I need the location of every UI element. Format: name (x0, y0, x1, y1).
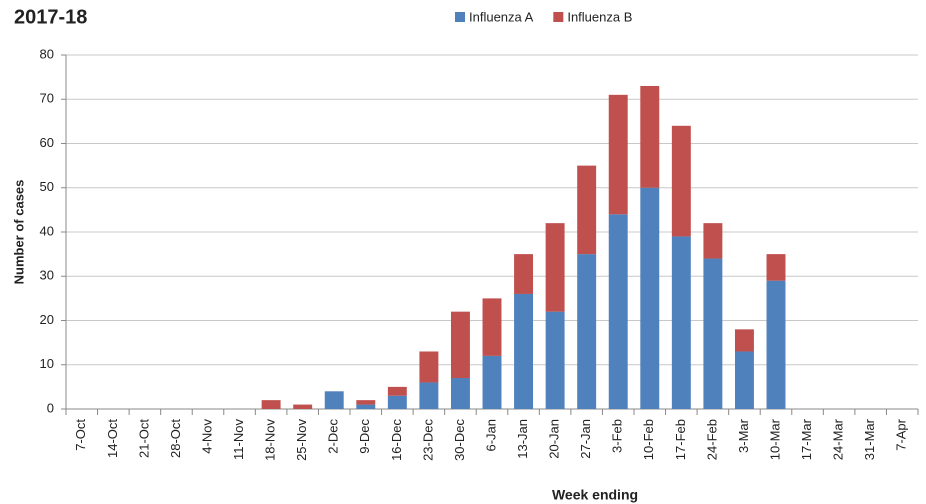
x-tick-label: 16-Dec (389, 419, 404, 461)
bar-segment (514, 254, 534, 294)
bar-segment (671, 236, 691, 409)
bar-segment (766, 280, 786, 409)
y-axis-label: Number of cases (11, 180, 26, 285)
x-tick-label: 20-Jan (547, 419, 562, 459)
y-tick-label: 0 (47, 400, 54, 415)
bar-segment (608, 94, 628, 215)
bar-segment (450, 311, 470, 379)
x-tick-label: 6-Jan (483, 419, 498, 452)
x-tick-label: 27-Jan (578, 419, 593, 459)
bar-segment (261, 400, 281, 409)
x-tick-label: 17-Mar (799, 418, 814, 460)
bar-segment (703, 258, 723, 409)
bar-segment (734, 329, 754, 352)
x-tick-label: 31-Mar (862, 418, 877, 460)
x-tick-label: 7-Oct (73, 419, 88, 451)
y-tick-label: 40 (40, 223, 54, 238)
x-tick-label: 23-Dec (420, 419, 435, 461)
bar-segment (671, 125, 691, 237)
bar-segment (545, 223, 565, 312)
bar-segment (356, 404, 376, 409)
bar-segment (419, 351, 439, 383)
x-tick-label: 28-Oct (168, 419, 183, 458)
x-tick-label: 30-Dec (452, 419, 467, 461)
x-tick-label: 10-Feb (641, 419, 656, 460)
bar-segment (293, 404, 313, 409)
bar-segment (514, 293, 534, 409)
y-tick-label: 60 (40, 135, 54, 150)
x-tick-label: 18-Nov (263, 419, 278, 461)
y-tick-label: 10 (40, 356, 54, 371)
bar-segment (419, 382, 439, 409)
bar-segment (482, 298, 502, 356)
x-tick-label: 3-Feb (610, 419, 625, 453)
x-tick-label: 2-Dec (326, 419, 341, 454)
bar-segment (387, 386, 407, 396)
bar-segment (356, 400, 376, 405)
bar-segment (545, 311, 565, 409)
legend-swatch (553, 12, 564, 22)
bar-segment (703, 223, 723, 259)
x-tick-label: 10-Mar (767, 418, 782, 460)
x-tick-label: 3-Mar (736, 418, 751, 453)
y-tick-label: 80 (40, 46, 54, 61)
bar-segment (324, 391, 344, 409)
chart-title: 2017-18 (14, 6, 87, 28)
x-tick-label: 14-Oct (105, 419, 120, 458)
bar-segment (577, 165, 597, 255)
bar-segment (640, 85, 660, 188)
x-tick-label: 13-Jan (515, 419, 530, 459)
x-tick-label: 11-Nov (231, 419, 246, 460)
legend-label: Influenza A (469, 9, 534, 24)
bar-segment (640, 187, 660, 409)
x-tick-label: 25-Nov (294, 419, 309, 461)
bar-segment (766, 254, 786, 281)
legend-swatch (455, 12, 465, 22)
x-tick-label: 24-Mar (831, 418, 846, 460)
x-tick-label: 17-Feb (673, 419, 688, 460)
x-tick-label: 24-Feb (704, 419, 719, 460)
x-tick-label: 21-Oct (136, 419, 151, 458)
bar-segment (608, 214, 628, 409)
y-tick-label: 20 (40, 312, 54, 327)
bar-segment (734, 351, 754, 409)
y-tick-label: 30 (40, 268, 54, 283)
bar-segment (482, 355, 502, 409)
x-tick-label: 7-Apr (894, 418, 909, 450)
bar-segment (450, 378, 470, 409)
y-tick-label: 50 (40, 179, 54, 194)
bar-segment (577, 254, 597, 409)
x-tick-label: 4-Nov (199, 419, 214, 454)
legend-label: Influenza B (567, 9, 632, 24)
x-tick-label: 9-Dec (357, 419, 372, 454)
x-axis-label: Week ending (552, 487, 638, 503)
bar-segment (387, 395, 407, 409)
y-tick-label: 70 (40, 91, 54, 106)
